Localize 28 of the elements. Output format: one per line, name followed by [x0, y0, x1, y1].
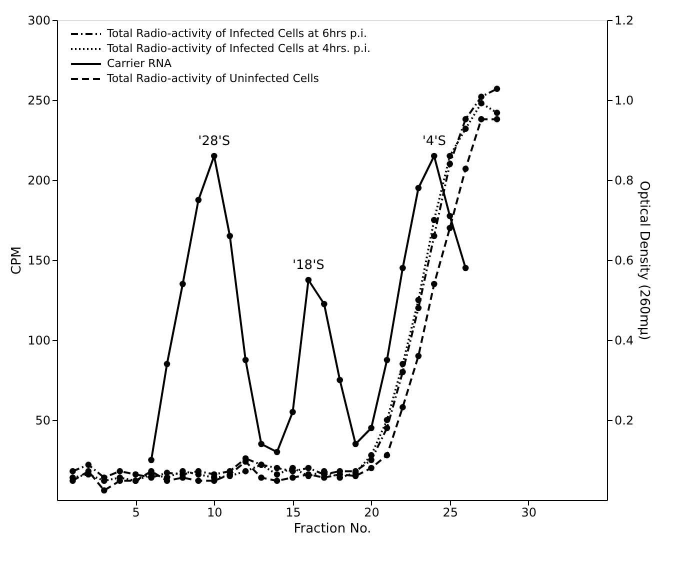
x-tick-label: 25 [442, 506, 458, 520]
y2-tick-label: 0.8 [614, 174, 634, 188]
legend-label: Total Radio-activity of Infected Cells at 6hrs p.i. [106, 27, 367, 40]
legend-label: Total Radio-activity of Infected Cells at 4hrs. p.i. [106, 42, 370, 55]
annotation: '18'S [292, 258, 324, 273]
y2-tick-label: 1.2 [614, 14, 634, 28]
y2-tick-label: 0.4 [614, 334, 634, 348]
y-tick-label: 50 [35, 414, 50, 428]
y2-tick-label: 1.0 [614, 94, 634, 108]
y2-axis-title: Optical Density (260mμ) [636, 180, 652, 340]
legend-label: Carrier RNA [107, 57, 172, 70]
x-tick-label: 5 [132, 506, 140, 520]
y-axis-title: CPM [10, 246, 25, 275]
y-tick-label: 250 [28, 94, 50, 108]
legend-label: Total Radio-activity of Uninfected Cells [106, 72, 320, 85]
x-tick-label: 30 [521, 506, 537, 520]
y-tick-label: 150 [28, 254, 50, 268]
y2-tick-label: 0.6 [614, 254, 634, 268]
y-tick-label: 100 [28, 334, 50, 348]
x-tick-label: 10 [207, 506, 222, 520]
y-tick-label: 200 [28, 174, 50, 188]
x-tick-label: 20 [364, 506, 380, 520]
annotation: '28'S [198, 134, 230, 149]
x-tick-label: 15 [286, 506, 301, 520]
annotation: '4'S [422, 134, 446, 149]
x-axis-title: Fraction No. [294, 522, 372, 536]
y-tick-label: 300 [28, 14, 50, 28]
y2-tick-label: 0.2 [614, 414, 634, 428]
